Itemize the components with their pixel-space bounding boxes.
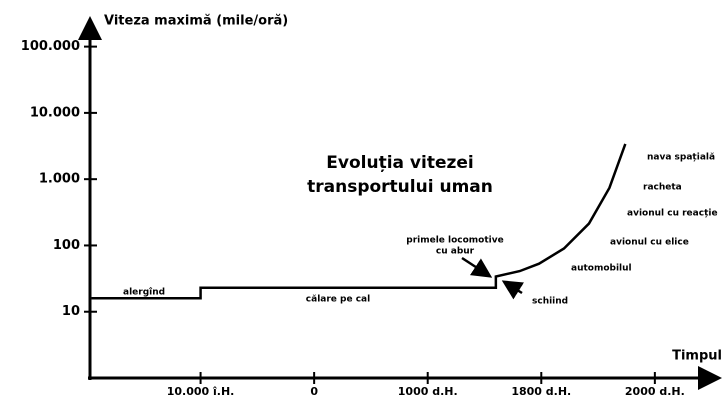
annotation: avionul cu elice [610,238,689,248]
x-tick-label: 1000 d.H. [398,385,458,398]
annotation: racheta [643,183,682,193]
y-tick-label: 100.000 [21,39,80,54]
y-tick-label: 10.000 [30,105,80,120]
annotation: călare pe cal [306,295,370,305]
x-tick-label: 0 [310,385,318,398]
arrow [461,256,493,278]
speed-line [91,143,627,300]
annotation: nava spațială [647,153,715,163]
arrow [501,280,525,300]
x-tick-label: 10.000 î.H. [167,385,235,398]
annotation: avionul cu reacție [627,209,718,219]
x-axis-label: Timpul [672,349,722,364]
chart-title: Evoluția vitezei [326,153,473,173]
y-axis-label: Viteza maximă (mile/oră) [104,14,288,29]
annotation: automobilul [571,264,632,274]
annotation: schiind [532,297,568,307]
y-tick-label: 10 [62,304,80,319]
annotation: primele locomotive [406,236,503,246]
annotation: alergînd [123,288,165,298]
y-tick-label: 1.000 [39,172,80,187]
x-tick-label: 2000 d.H. [625,385,685,398]
x-tick-label: 1800 d.H. [511,385,571,398]
chart-title: transportului uman [307,177,493,197]
annotation: cu abur [436,247,475,257]
y-tick-label: 100 [53,238,80,253]
